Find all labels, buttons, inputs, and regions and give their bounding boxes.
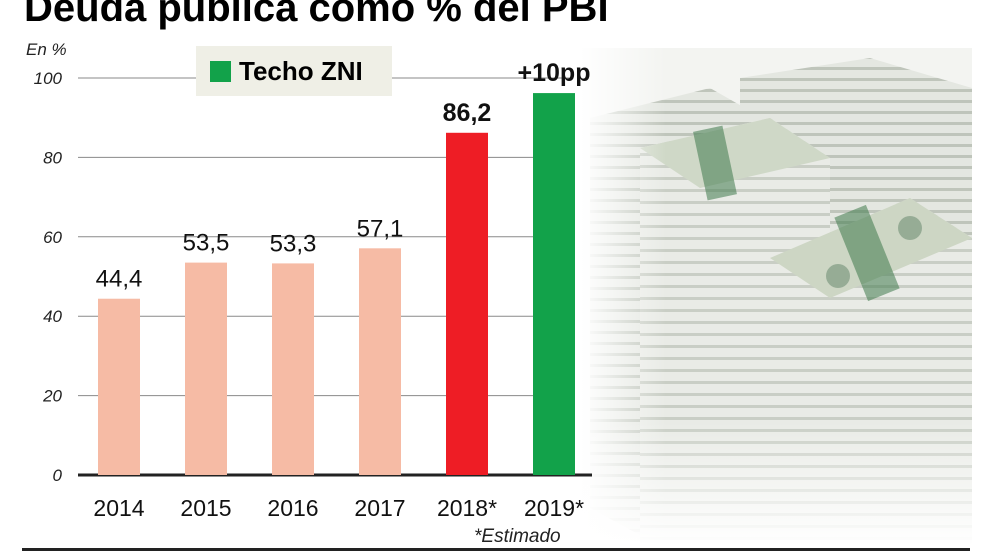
bar-2014	[98, 298, 140, 475]
data-label: 57,1	[357, 215, 404, 242]
x-tick-label: 2015	[180, 495, 231, 521]
chart-title: Deuda pública como % del PBI	[24, 0, 609, 30]
y-tick-label: 100	[34, 69, 63, 88]
data-label: 44,4	[96, 266, 143, 293]
bar-2016	[272, 263, 314, 475]
y-tick-label: 40	[43, 307, 62, 326]
bar-2018*	[446, 132, 488, 475]
money-stacks-image	[580, 48, 972, 546]
legend-swatch-ceiling	[210, 60, 231, 82]
x-tick-label: 2019*	[524, 495, 584, 521]
x-tick-label: 2018*	[437, 495, 497, 521]
y-tick-label: 20	[42, 387, 62, 406]
bar-2019*	[533, 93, 575, 475]
data-label: 86,2	[443, 99, 492, 127]
x-tick-label: 2014	[93, 495, 144, 521]
bar-2017	[359, 248, 401, 475]
legend: Techo ZNI	[196, 46, 392, 96]
data-label: 53,3	[270, 230, 317, 257]
y-tick-label: 80	[43, 148, 62, 167]
data-label: 53,5	[183, 230, 230, 257]
y-tick-label: 60	[43, 228, 62, 247]
bottom-rule	[22, 548, 970, 551]
legend-label: Techo ZNI	[239, 55, 363, 86]
y-tick-label: 0	[53, 466, 63, 485]
y-axis-unit-label: En %	[26, 40, 67, 59]
footnote: *Estimado	[474, 526, 561, 547]
x-tick-label: 2016	[267, 495, 318, 521]
bar-2015	[185, 262, 227, 475]
x-tick-label: 2017	[354, 495, 405, 521]
data-label: +10pp	[518, 59, 591, 87]
